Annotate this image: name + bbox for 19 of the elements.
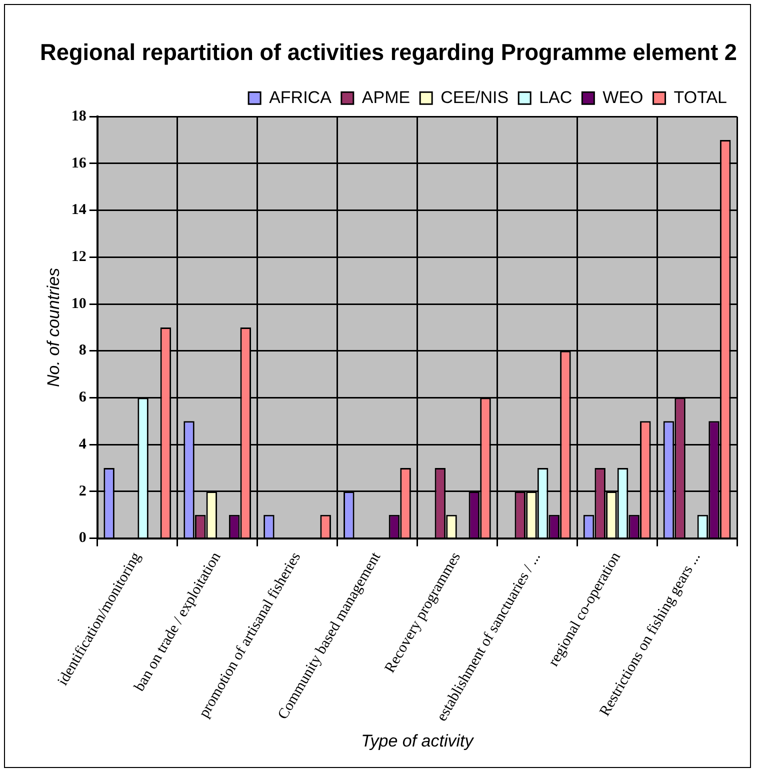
legend-label: AFRICA — [269, 88, 332, 107]
chart-title: Regional repartition of activities regarding Programme element 2 — [40, 38, 737, 66]
y-tick-label: 18 — [71, 108, 86, 124]
legend-label: APME — [362, 88, 410, 107]
legend-label: TOTAL — [674, 88, 727, 107]
y-tick-label: 0 — [78, 530, 86, 546]
y-tick-label: 16 — [71, 155, 87, 172]
y-tick-label: 2 — [78, 483, 86, 500]
y-tick-label: 6 — [78, 390, 87, 406]
legend-label: WEO — [602, 88, 644, 107]
legend-label: LAC — [539, 88, 572, 107]
x-axis-title: Type of activity — [361, 732, 475, 751]
y-axis-title: No. of countries — [44, 267, 63, 387]
y-tick-label: 14 — [71, 202, 87, 218]
y-tick-label: 8 — [78, 342, 86, 359]
y-tick-label: 12 — [71, 249, 86, 266]
y-tick-label: 4 — [78, 436, 87, 452]
legend-label: CEE/NIS — [440, 88, 509, 107]
y-tick-label: 10 — [71, 296, 86, 312]
